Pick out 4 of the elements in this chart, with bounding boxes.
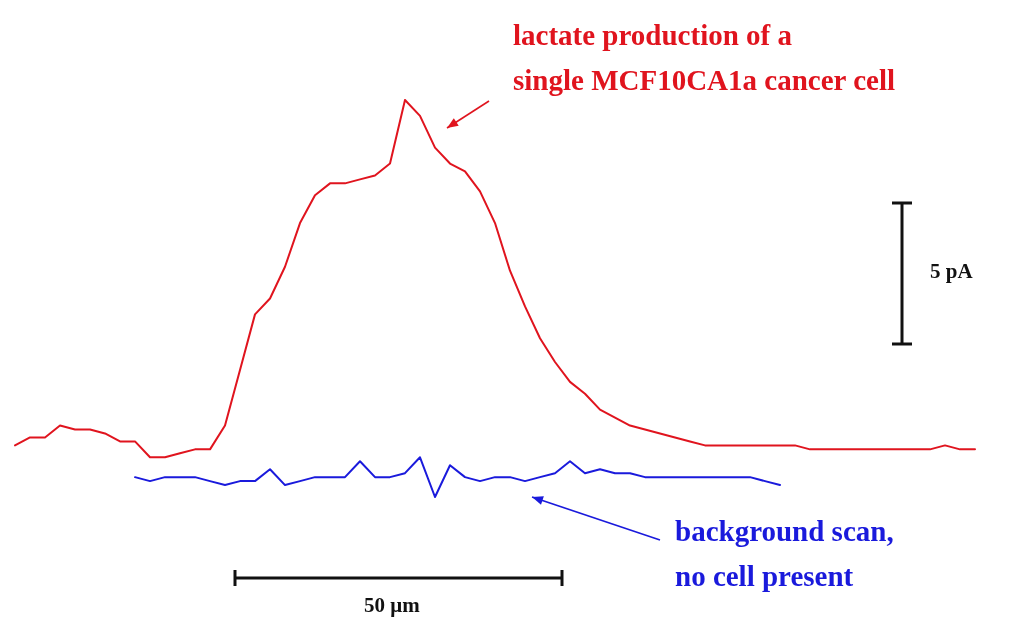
text: 50 μm — [364, 592, 421, 617]
legend-label: background scan, no cell present — [675, 514, 894, 592]
annotation: 5 pA — [930, 258, 974, 283]
text: lactate production of a single MCF10CA1a cancer cell — [513, 18, 896, 96]
